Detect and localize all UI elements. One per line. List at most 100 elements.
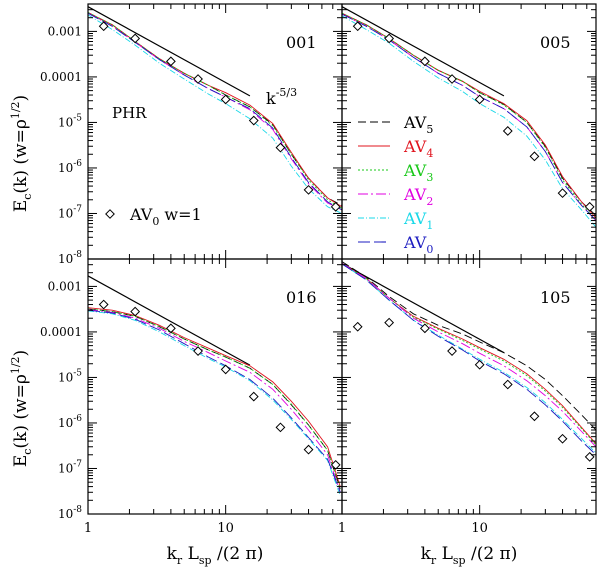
y-tick-label: 10-6 <box>58 414 82 430</box>
y-tick-base: 10 <box>58 161 73 175</box>
legend-subscript: 3 <box>426 171 433 184</box>
x-label-sub: r <box>431 554 437 567</box>
data-point-diamond <box>130 306 141 317</box>
legend-name: AV <box>403 137 427 156</box>
data-point-diamond <box>98 21 109 32</box>
y-label-sub: c <box>21 449 34 455</box>
series-line-av3 <box>88 308 341 490</box>
y-label-close: ) <box>11 95 31 102</box>
data-point-diamond <box>275 422 286 433</box>
y-tick-label: 10-8 <box>58 250 82 266</box>
x-axis-label: kr Lsp /(2 π) <box>421 544 518 567</box>
data-point-diamond <box>502 379 513 390</box>
x-label-tail: /(2 π) <box>466 544 518 564</box>
y-label-sub: c <box>21 194 34 200</box>
data-point-diamond <box>474 359 485 370</box>
y-tick-label: 0.001 <box>48 24 82 38</box>
legend-name: AV <box>403 185 427 204</box>
y-tick-exponent: -6 <box>73 159 82 169</box>
y-label-close: ) <box>11 350 31 357</box>
legend-diamond-label: AV0 w=1 <box>129 205 202 228</box>
y-tick-base: 10 <box>58 115 73 129</box>
data-point-diamond <box>502 126 513 136</box>
y-tick-label: 10-6 <box>58 159 82 175</box>
y-tick-label: 0.001 <box>48 279 82 293</box>
y-axis-label: Ec(k) (w=ρ1/2) <box>9 95 34 212</box>
legend-subscript: 5 <box>426 123 433 136</box>
data-point-diamond <box>474 94 485 105</box>
legend-label-av0: AV0 <box>403 233 433 256</box>
series-line-av4 <box>88 307 341 487</box>
x-label-sub: sp <box>199 554 212 567</box>
y-tick-exponent: -5 <box>73 113 82 123</box>
data-point-diamond <box>529 151 540 162</box>
data-point-diamond <box>447 74 457 84</box>
data-point-diamond <box>220 364 231 375</box>
y-label-w: (w=ρ <box>11 119 31 164</box>
y-tick-label: 10-7 <box>58 204 82 220</box>
y-tick-label: 0.0001 <box>40 325 82 339</box>
slope-label-k: k <box>266 89 276 108</box>
x-tick-label: 1 <box>338 521 346 536</box>
slope-label: k-5/3 <box>266 86 297 108</box>
data-point-diamond <box>130 33 141 44</box>
legend-subscript: 2 <box>426 195 433 208</box>
panel-title: 105 <box>540 288 571 307</box>
legend-subscript: 1 <box>426 219 433 232</box>
y-tick-label: 0.0001 <box>40 70 82 84</box>
y-tick-label: 10-5 <box>58 368 82 384</box>
panel-title: 016 <box>286 288 317 307</box>
y-tick-exponent: -5 <box>73 368 82 378</box>
panel-frame <box>341 258 597 515</box>
y-tick-base: 10 <box>58 206 73 220</box>
x-tick-label: 10 <box>217 521 234 536</box>
legend-name: AV <box>403 113 427 132</box>
legend-label-av3: AV3 <box>403 161 433 184</box>
data-point-diamond <box>98 299 109 310</box>
y-tick-base: 10 <box>58 252 73 266</box>
x-label-k: k <box>421 544 432 564</box>
x-tick-label: 10 <box>471 521 488 536</box>
legend-name: AV <box>403 161 427 180</box>
data-point-diamond <box>193 346 203 356</box>
y-tick-exponent: -8 <box>73 505 82 515</box>
data-point-diamond <box>557 188 568 199</box>
y-axis-label: Ec(k) (w=ρ1/2) <box>9 350 34 467</box>
data-point-diamond <box>557 433 568 444</box>
legend-label-av4: AV4 <box>403 137 433 160</box>
series-line-av3 <box>342 263 596 446</box>
slope-reference-line <box>88 275 251 366</box>
series-line-av5 <box>342 261 596 431</box>
y-tick-exponent: -6 <box>73 414 82 424</box>
y-tick-base: 10 <box>58 461 73 475</box>
y-tick-label: 10-5 <box>58 113 82 129</box>
series-line-av2 <box>342 263 596 448</box>
slope-reference-line <box>342 262 505 354</box>
series-line-av1 <box>88 14 342 214</box>
legend-diamond-marker <box>105 209 115 219</box>
legend-name: AV <box>129 205 153 224</box>
data-point-diamond <box>419 323 430 334</box>
legend-label-av2: AV2 <box>403 185 433 208</box>
run-type-label: PHR <box>112 104 147 122</box>
legend-subscript: 4 <box>426 147 433 160</box>
data-point-diamond <box>419 56 430 67</box>
series-line-av1 <box>88 310 341 497</box>
legend-subscript: 0 <box>152 215 159 228</box>
data-point-diamond <box>193 74 203 84</box>
y-tick-exponent: -7 <box>73 459 82 469</box>
data-point-diamond <box>529 411 540 422</box>
series-line-av0 <box>88 309 341 493</box>
y-tick-base: 10 <box>58 416 73 430</box>
series-line-av2 <box>88 309 341 493</box>
y-label-k: (k) <box>11 165 31 194</box>
y-label-w: (w=ρ <box>11 374 31 419</box>
panel-005-plot <box>342 6 596 228</box>
y-label-E: E <box>11 455 31 467</box>
legend-subscript: 0 <box>426 243 433 256</box>
data-point-diamond <box>330 201 341 212</box>
data-point-diamond <box>584 451 595 462</box>
data-point-diamond <box>165 56 176 67</box>
